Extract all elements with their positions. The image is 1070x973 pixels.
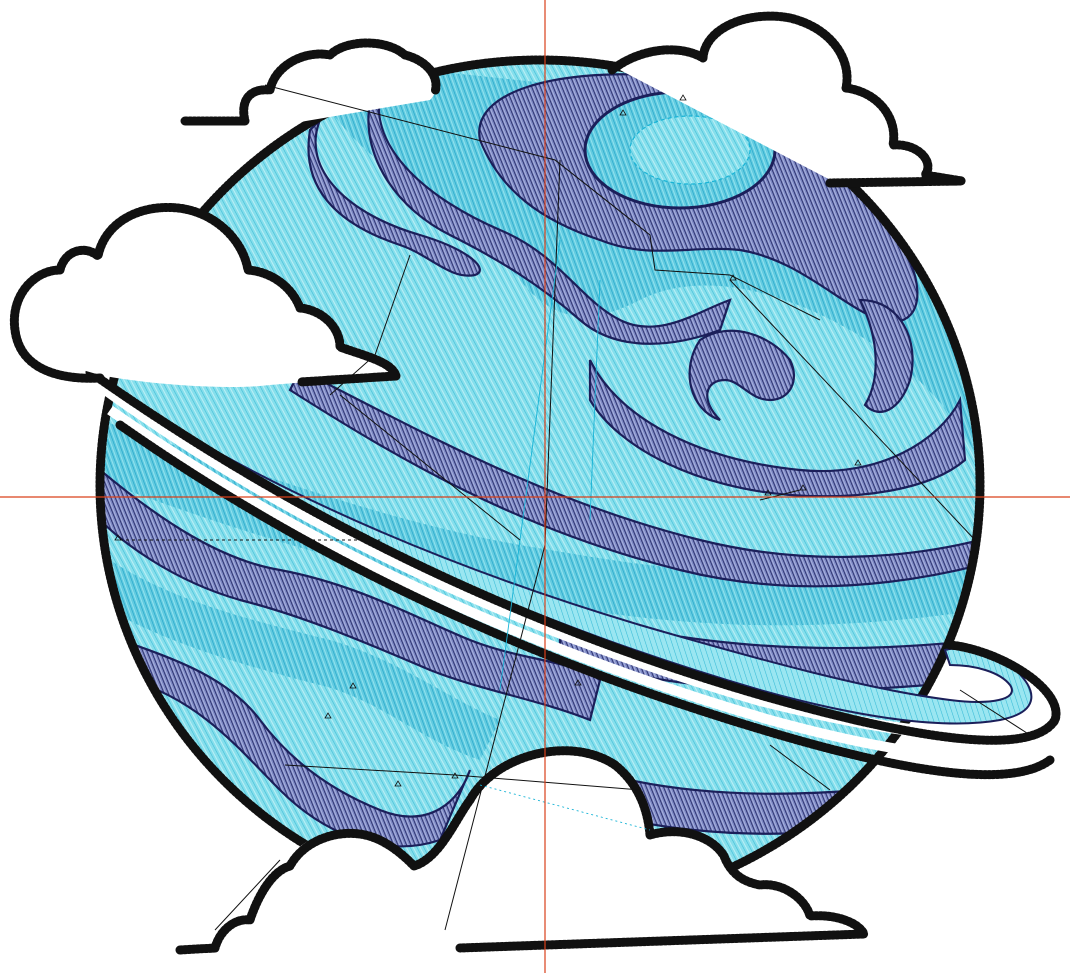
ring-icon bbox=[85, 367, 1061, 780]
cloud-icon bbox=[607, 11, 967, 188]
cloud-icon bbox=[9, 202, 401, 387]
cloud-icon bbox=[175, 746, 869, 955]
stitch-markers bbox=[114, 94, 862, 787]
cloud-icon bbox=[180, 38, 441, 126]
